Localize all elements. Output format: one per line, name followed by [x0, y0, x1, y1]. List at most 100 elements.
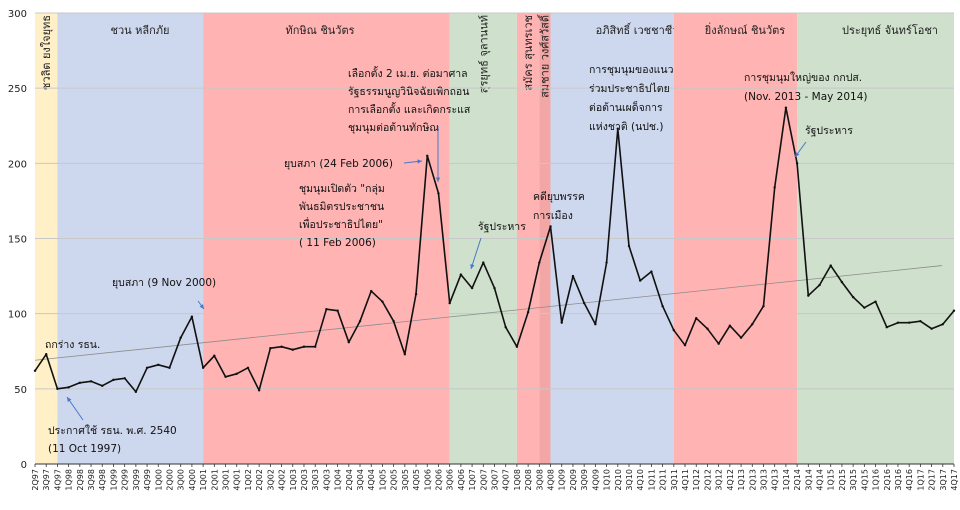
- data-point: [134, 390, 138, 394]
- data-point: [224, 375, 227, 379]
- data-point: [661, 304, 664, 308]
- annotation-text: ชุมนุมต่อต้านทักษิณ: [348, 122, 439, 134]
- x-tick-label: 2Q09: [569, 469, 578, 491]
- annotation-text: ประกาศใช้ รธน. พ.ศ. 2540: [48, 424, 177, 437]
- x-tick-label: 2Q02: [255, 469, 264, 491]
- era-label: สมชาย วงศ์สวัสดิ์: [537, 13, 552, 97]
- data-point: [482, 261, 485, 264]
- x-tick-label: 2Q16: [883, 469, 892, 491]
- data-point: [235, 372, 238, 375]
- x-tick-label: 4Q14: [816, 469, 825, 491]
- x-tick-label: 3Q02: [266, 469, 275, 491]
- x-tick-label: 1Q17: [916, 469, 925, 491]
- x-tick-label: 3Q10: [625, 469, 634, 491]
- y-tick-label: 50: [14, 385, 27, 396]
- x-tick-label: 2Q06: [434, 469, 443, 491]
- data-point: [403, 353, 407, 356]
- data-point: [459, 273, 463, 276]
- data-point: [201, 366, 205, 369]
- annotation-arrow: [470, 237, 482, 270]
- x-tick-label: 4Q17: [950, 469, 959, 491]
- x-tick-label: 1Q00: [154, 469, 163, 491]
- x-tick-label: 2Q05: [390, 469, 399, 491]
- data-point: [112, 378, 115, 382]
- y-tick-label: 200: [8, 159, 27, 170]
- data-point: [907, 321, 911, 324]
- x-tick-label: 2Q15: [838, 469, 847, 491]
- annotation-arrowhead: [67, 397, 72, 402]
- annotation-text: เลือกตั้ง 2 เม.ย. ต่อมาศาล: [348, 66, 468, 80]
- x-tick-label: 3Q14: [804, 469, 813, 491]
- x-tick-label: 3Q15: [849, 469, 858, 491]
- x-tick-label: 4Q07: [502, 469, 511, 491]
- data-point: [336, 309, 339, 312]
- x-tick-label: 3Q13: [759, 469, 768, 491]
- x-tick-label: 1Q10: [603, 469, 612, 491]
- x-tick-label: 2Q97: [31, 469, 40, 491]
- x-tick-label: 4Q03: [322, 469, 331, 491]
- x-tick-label: 4Q00: [188, 469, 197, 491]
- data-point: [392, 319, 395, 323]
- data-point: [807, 294, 810, 297]
- annotation-arrowhead: [199, 304, 204, 309]
- era-label: ทักษิณ ชินวัตร: [285, 24, 354, 37]
- data-point: [739, 336, 743, 339]
- data-point: [358, 319, 362, 323]
- data-point: [930, 327, 933, 330]
- data-point: [717, 342, 720, 345]
- trendline-group: [34, 265, 943, 361]
- data-point: [605, 261, 608, 264]
- series-group: [33, 106, 956, 394]
- x-tick-label: 3Q12: [715, 469, 724, 491]
- annotation-text: การชุมนุมใหญ่ของ กกปส.: [744, 71, 862, 84]
- x-tick-label: 1Q16: [872, 469, 881, 491]
- x-tick-label: 1Q14: [782, 469, 791, 491]
- data-point: [818, 283, 821, 287]
- x-tick-label: 4Q05: [412, 469, 421, 491]
- x-tick-label: 4Q02: [278, 469, 287, 491]
- x-tick-label: 3Q16: [894, 469, 903, 491]
- annotation-text: คดียุบพรรค: [533, 190, 585, 203]
- data-point: [325, 307, 328, 311]
- x-tick-label: 1Q13: [737, 469, 746, 491]
- data-point: [560, 321, 563, 324]
- x-tick-label: 2Q12: [703, 469, 712, 491]
- x-tick-label: 4Q09: [591, 469, 600, 491]
- x-tick-label: 2Q08: [524, 469, 533, 491]
- x-tick-label: 1Q15: [827, 469, 836, 491]
- era-label: ชวน หลีกภัย: [110, 24, 169, 37]
- data-point: [414, 292, 418, 296]
- data-point: [179, 336, 182, 339]
- trendline: [34, 265, 943, 361]
- data-point: [493, 286, 496, 290]
- y-tick-label: 300: [8, 9, 27, 20]
- annotation-text: การชุมนุมของแนว: [589, 64, 674, 76]
- data-point: [784, 106, 788, 109]
- x-tick-label: 1Q02: [244, 469, 253, 491]
- x-tick-label: 1Q98: [65, 469, 74, 491]
- data-point: [728, 324, 732, 327]
- x-tick-label: 2Q11: [659, 469, 668, 491]
- x-tick-label: 2Q00: [165, 469, 174, 491]
- data-point: [370, 289, 373, 293]
- x-tick-label: 4Q12: [726, 469, 735, 491]
- x-tick-label: 3Q09: [580, 469, 589, 491]
- data-point: [919, 319, 922, 323]
- data-point: [582, 301, 586, 305]
- data-point: [157, 363, 160, 366]
- annotation-text: (11 Oct 1997): [48, 443, 121, 455]
- x-tick-label: 4Q13: [771, 469, 780, 491]
- data-point: [78, 381, 82, 385]
- data-point: [448, 301, 451, 305]
- annotation-text: ( 11 Feb 2006): [299, 237, 376, 249]
- data-point: [313, 345, 317, 348]
- annotation-text: การเลือกตั้ง และเกิดกระแส: [348, 102, 471, 116]
- era-label: สุรยุทธ์ จุลานนท์: [477, 15, 490, 93]
- data-point: [829, 264, 832, 267]
- data-point: [773, 186, 776, 189]
- data-point: [650, 270, 653, 273]
- data-point: [795, 162, 799, 165]
- era-label: สมัคร สุนทรเวช: [522, 15, 535, 91]
- data-point: [123, 377, 126, 380]
- y-tick-label: 250: [8, 84, 27, 95]
